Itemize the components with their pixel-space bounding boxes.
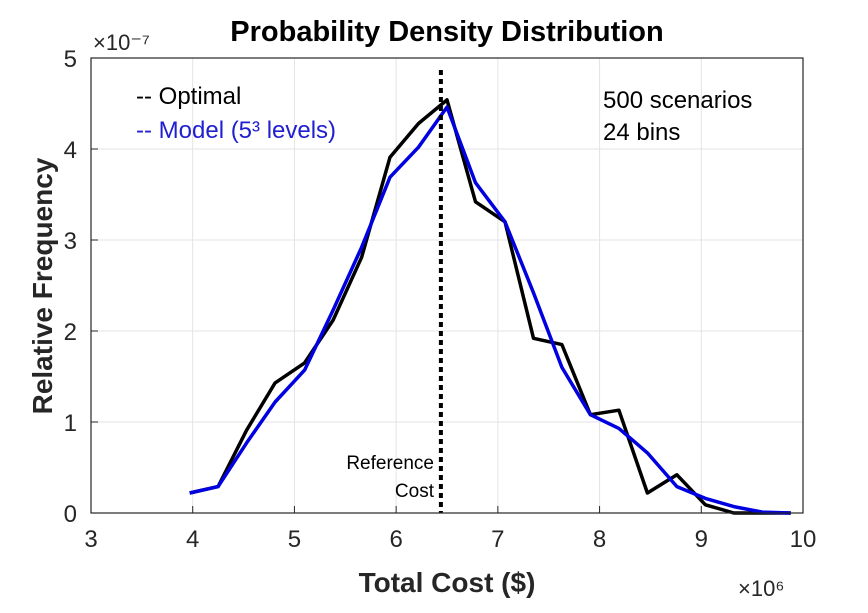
y-tick-label: 2 (64, 319, 77, 346)
x-tick-label: 9 (695, 526, 708, 553)
chart-title: Probability Density Distribution (230, 16, 663, 48)
reference-label-1: Reference (346, 453, 434, 474)
annotation-scenarios: 500 scenarios (603, 87, 752, 114)
x-multiplier: ×10⁶ (738, 576, 784, 601)
x-tick-label: 6 (389, 526, 402, 553)
x-tick-label: 5 (288, 526, 301, 553)
y-tick-label: 0 (64, 501, 77, 528)
x-tick-label: 10 (790, 526, 817, 553)
x-tick-label: 7 (491, 526, 504, 553)
series-line-model (189, 105, 791, 515)
y-tick-label: 3 (64, 228, 77, 255)
x-tick-label: 3 (84, 526, 97, 553)
ticks: 3 4 5 6 7 8 9 10 0 1 2 3 4 5 (64, 46, 817, 553)
legend-model: -- Model (5³ levels) (136, 117, 336, 144)
y-tick-label: 5 (64, 46, 77, 73)
x-tick-label: 4 (186, 526, 199, 553)
series-lines (189, 98, 791, 515)
series-line-optimal (189, 98, 791, 515)
x-axis-label: Total Cost ($) (359, 567, 536, 598)
reference-label-2: Cost (395, 481, 435, 502)
y-tick-label: 1 (64, 410, 77, 437)
annotation-bins: 24 bins (603, 119, 680, 146)
y-axis-label: Relative Frequency (27, 157, 58, 414)
x-tick-label: 8 (593, 526, 606, 553)
legend-optimal: -- Optimal (136, 83, 241, 110)
y-tick-label: 4 (64, 137, 77, 164)
axes-box (90, 57, 804, 514)
y-multiplier: ×10⁻⁷ (93, 30, 150, 55)
